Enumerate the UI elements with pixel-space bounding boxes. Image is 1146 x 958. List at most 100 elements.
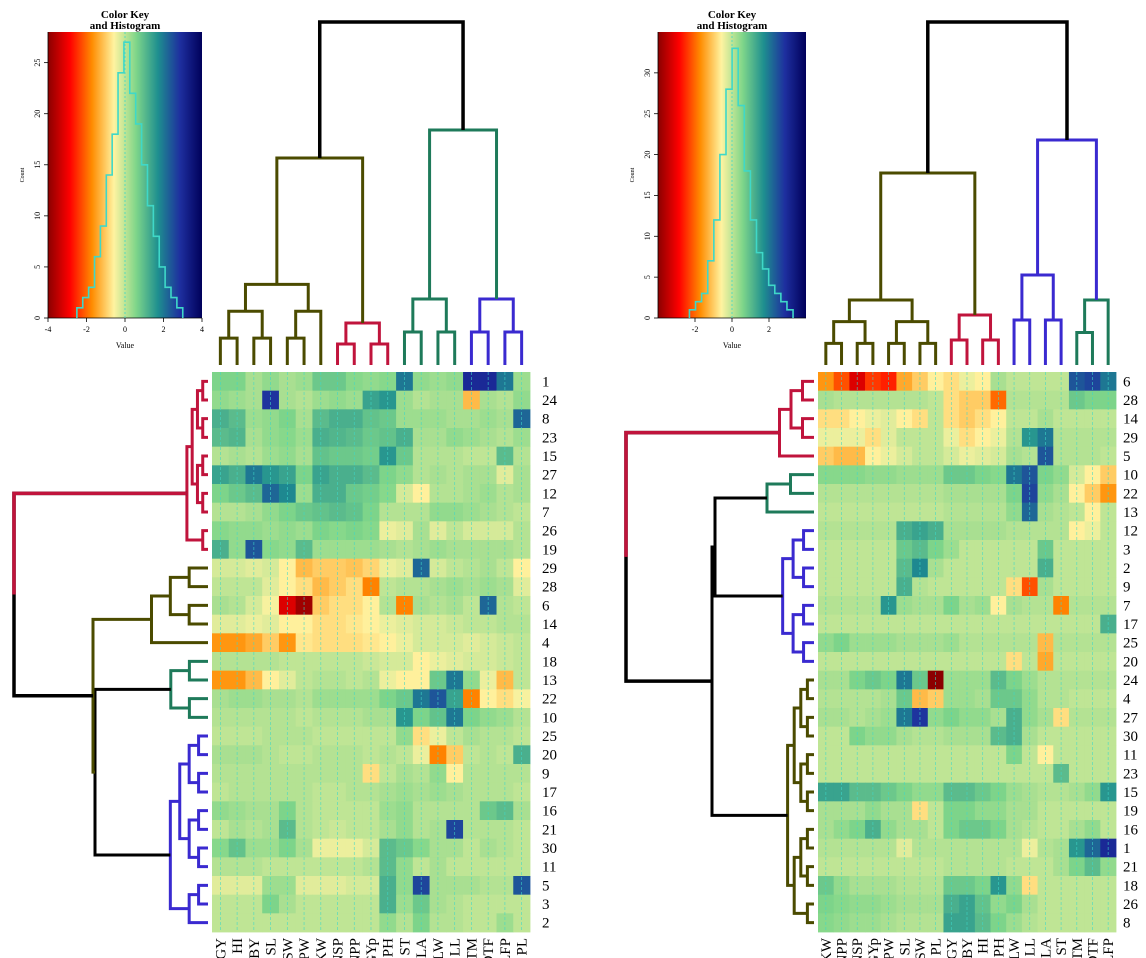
heatmap-cell xyxy=(1100,670,1117,690)
row-dendrogram-branch xyxy=(201,417,208,439)
row-label: 11 xyxy=(1123,748,1137,764)
heatmap-cell xyxy=(1021,876,1038,896)
row-dendrogram-branch xyxy=(781,557,794,635)
heatmap-cell xyxy=(262,726,280,746)
heatmap-cell xyxy=(959,670,976,690)
row-label: 13 xyxy=(1123,505,1138,521)
heatmap-cell xyxy=(396,446,414,466)
heatmap-cell xyxy=(818,372,835,392)
heatmap-cell xyxy=(479,857,497,877)
row-label: 24 xyxy=(542,393,558,409)
heatmap-cell xyxy=(228,652,246,672)
heatmap-cell xyxy=(865,857,882,877)
heatmap-cell xyxy=(833,390,850,410)
heatmap-cell xyxy=(959,596,976,616)
heatmap-cell xyxy=(463,390,481,410)
heatmap-cell xyxy=(1021,670,1038,690)
heatmap-cell xyxy=(312,390,330,410)
heatmap-cell xyxy=(865,521,882,541)
heatmap-cell xyxy=(278,390,297,410)
color-key-x-tick: 4 xyxy=(200,325,204,334)
column-label: SW xyxy=(913,937,929,958)
heatmap-cell xyxy=(429,577,447,597)
heatmap-cell xyxy=(228,521,246,541)
row-label: 16 xyxy=(542,804,558,820)
heatmap-cell xyxy=(513,670,531,690)
heatmap-cell xyxy=(818,670,835,690)
row-dendrogram-branch xyxy=(187,893,208,925)
heatmap-cell xyxy=(479,446,497,466)
heatmap-cell xyxy=(865,577,882,597)
heatmap-cell xyxy=(262,801,280,821)
column-dendrogram-root xyxy=(317,20,465,158)
column-label: DTF xyxy=(1085,938,1101,958)
color-key-x-tick: 0 xyxy=(123,325,127,334)
heatmap-cell xyxy=(228,876,246,896)
heatmap-cell xyxy=(245,521,263,541)
heatmap-cell xyxy=(295,652,313,672)
column-dendrogram-branch xyxy=(1043,318,1063,365)
heatmap-cell xyxy=(463,596,481,616)
color-key-y-tick: 15 xyxy=(643,191,652,199)
row-label: 2 xyxy=(1123,561,1131,577)
heatmap-cell xyxy=(912,372,929,392)
heatmap-cell xyxy=(880,446,897,466)
column-dendrogram-branch xyxy=(1075,331,1094,365)
heatmap-cell xyxy=(295,390,313,410)
row-dendrogram-branch xyxy=(805,902,814,925)
heatmap-cell xyxy=(943,521,960,541)
heatmap-cell xyxy=(1021,372,1038,392)
color-key-x-tick: 2 xyxy=(162,325,166,334)
heatmap-cell xyxy=(362,521,380,541)
heatmap-cell xyxy=(479,521,497,541)
heatmap-cell xyxy=(818,652,835,672)
heatmap-cell xyxy=(849,670,866,690)
row-label: 16 xyxy=(1123,822,1139,838)
heatmap-cell xyxy=(974,670,991,690)
heatmap-cell xyxy=(927,596,944,616)
heatmap-cell xyxy=(990,726,1007,746)
heatmap-cell xyxy=(974,390,991,410)
heatmap-cell xyxy=(833,521,850,541)
heatmap-cell xyxy=(295,726,313,746)
heatmap-cell xyxy=(880,670,897,690)
heatmap-cell xyxy=(865,446,882,466)
heatmap-cell xyxy=(429,726,447,746)
heatmap-cell xyxy=(1006,876,1023,896)
row-label: 13 xyxy=(542,673,557,689)
heatmap-cell xyxy=(295,577,313,597)
heatmap-cell xyxy=(959,857,976,877)
column-label: PH xyxy=(381,938,397,957)
heatmap-cell xyxy=(362,372,380,392)
heatmap-cell xyxy=(479,801,497,821)
heatmap-cell xyxy=(245,596,263,616)
color-key-x-tick: -4 xyxy=(45,325,52,334)
heatmap-cell xyxy=(278,876,297,896)
heatmap-cell xyxy=(974,446,991,466)
column-dendrogram-branch xyxy=(218,336,239,365)
heatmap-cell xyxy=(818,857,835,877)
column-dendrogram-branch xyxy=(1012,318,1032,365)
heatmap-cell xyxy=(228,596,246,616)
column-label: NSP xyxy=(331,938,347,958)
heatmap-cell xyxy=(959,726,976,746)
heatmap-cell xyxy=(496,446,514,466)
row-label: 27 xyxy=(542,468,558,484)
heatmap-cell xyxy=(329,670,347,690)
heatmap-cell xyxy=(262,596,280,616)
heatmap-cell xyxy=(212,390,230,410)
heatmap-cell xyxy=(959,521,976,541)
heatmap-cell xyxy=(865,670,882,690)
row-label: 25 xyxy=(542,729,557,745)
heatmap-cell xyxy=(849,726,866,746)
heatmap-cell xyxy=(479,372,497,392)
heatmap-cell xyxy=(362,390,380,410)
heatmap-cell xyxy=(1053,372,1070,392)
heatmap-cell xyxy=(943,652,960,672)
heatmap-cell xyxy=(228,726,246,746)
column-dendrogram-branch xyxy=(824,341,844,365)
heatmap-cell xyxy=(212,857,230,877)
column-label: NPP xyxy=(835,938,851,958)
column-label: DTM xyxy=(464,938,480,958)
